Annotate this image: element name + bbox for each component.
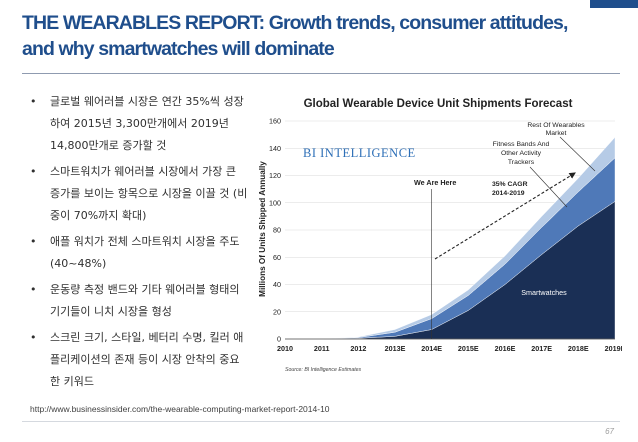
cagr-line2: 2014-2019 bbox=[492, 190, 525, 197]
source-link[interactable]: http://www.businessinsider.com/the-weara… bbox=[30, 404, 330, 414]
bullet-item: 애플 워치가 전체 스마트워치 시장을 주도 (40~48%) bbox=[30, 231, 248, 275]
we-are-here-label: We Are Here bbox=[414, 178, 456, 187]
annotation-rest: Rest Of Wearables Market bbox=[527, 122, 596, 172]
area-rest-of-wearables-market bbox=[285, 136, 616, 340]
axis-ticks: 0 20 40 60 80 100 120 140 160 2010 2011 2012 2013E 20… bbox=[269, 117, 622, 354]
chart-title: Global Wearable Device Unit Shipments Fo… bbox=[304, 98, 573, 110]
rest-label-line1: Rest Of Wearables bbox=[527, 122, 585, 129]
rest-pointer bbox=[559, 136, 596, 172]
x-tick-label: 2017E bbox=[531, 344, 552, 353]
corner-accent bbox=[590, 0, 638, 8]
annotation-cagr: 35% CAGR 2014-2019 bbox=[434, 172, 576, 260]
y-tick-label: 80 bbox=[273, 226, 281, 235]
y-tick-label: 20 bbox=[273, 307, 281, 316]
y-tick-label: 140 bbox=[269, 144, 281, 153]
footer-divider bbox=[22, 421, 620, 422]
x-tick-label: 2014E bbox=[421, 344, 442, 353]
y-axis-label: Millions Of Units Shipped Annually bbox=[258, 161, 267, 297]
x-tick-label: 2012 bbox=[350, 344, 366, 353]
bullet-item: 운동량 측정 밴드와 기타 웨어러블 형태의 기기들이 니치 시장을 형성 bbox=[30, 279, 248, 323]
y-tick-label: 0 bbox=[277, 335, 281, 344]
rest-label-line2: Market bbox=[546, 130, 567, 137]
shipments-forecast-chart: Global Wearable Device Unit Shipments Fo… bbox=[255, 89, 622, 375]
y-tick-label: 160 bbox=[269, 117, 281, 126]
chart-source: Source: BI Intelligence Estimates bbox=[285, 367, 362, 373]
x-tick-label: 2015E bbox=[458, 344, 479, 353]
bullet-item: 스크린 크기, 스타일, 베터리 수명, 킬러 애플리케이션의 존재 등이 시장… bbox=[30, 327, 248, 393]
annotation-we-are-here: We Are Here bbox=[414, 178, 456, 339]
y-tick-label: 40 bbox=[273, 280, 281, 289]
fitness-label-line2: Other Activity bbox=[501, 150, 542, 157]
title-divider bbox=[22, 73, 620, 74]
bullet-list: 글로벌 웨어러블 시장은 연간 35%씩 성장하여 2015년 3,300만개에… bbox=[30, 91, 248, 397]
y-tick-label: 120 bbox=[269, 171, 281, 180]
x-tick-label: 2016E bbox=[495, 344, 516, 353]
y-tick-label: 100 bbox=[269, 198, 281, 207]
fitness-pointer bbox=[529, 166, 568, 208]
x-tick-label: 2011 bbox=[314, 344, 330, 353]
cagr-arrow bbox=[434, 172, 576, 260]
annotation-fitness: Fitness Bands And Other Activity Tracker… bbox=[493, 141, 568, 208]
bullet-item: 스마트워치가 웨어러블 시장에서 가장 큰 증가를 보이는 항목으로 시장을 이… bbox=[30, 161, 248, 227]
y-tick-label: 60 bbox=[273, 253, 281, 262]
bullet-item: 글로벌 웨어러블 시장은 연간 35%씩 성장하여 2015년 3,300만개에… bbox=[30, 91, 248, 157]
fitness-label-line1: Fitness Bands And bbox=[493, 141, 550, 148]
page-number: 67 bbox=[605, 427, 614, 436]
fitness-label-line3: Trackers bbox=[508, 159, 535, 166]
bi-intelligence-logo: BI INTELLIGENCE bbox=[303, 146, 416, 160]
smartwatches-label: Smartwatches bbox=[521, 288, 567, 297]
x-tick-label: 2019E bbox=[605, 344, 622, 353]
cagr-line1: 35% CAGR bbox=[492, 181, 528, 188]
slide-title: THE WEARABLES REPORT: Growth trends, con… bbox=[22, 12, 568, 60]
x-tick-label: 2010 bbox=[277, 344, 293, 353]
x-tick-label: 2018E bbox=[568, 344, 589, 353]
x-tick-label: 2013E bbox=[385, 344, 406, 353]
